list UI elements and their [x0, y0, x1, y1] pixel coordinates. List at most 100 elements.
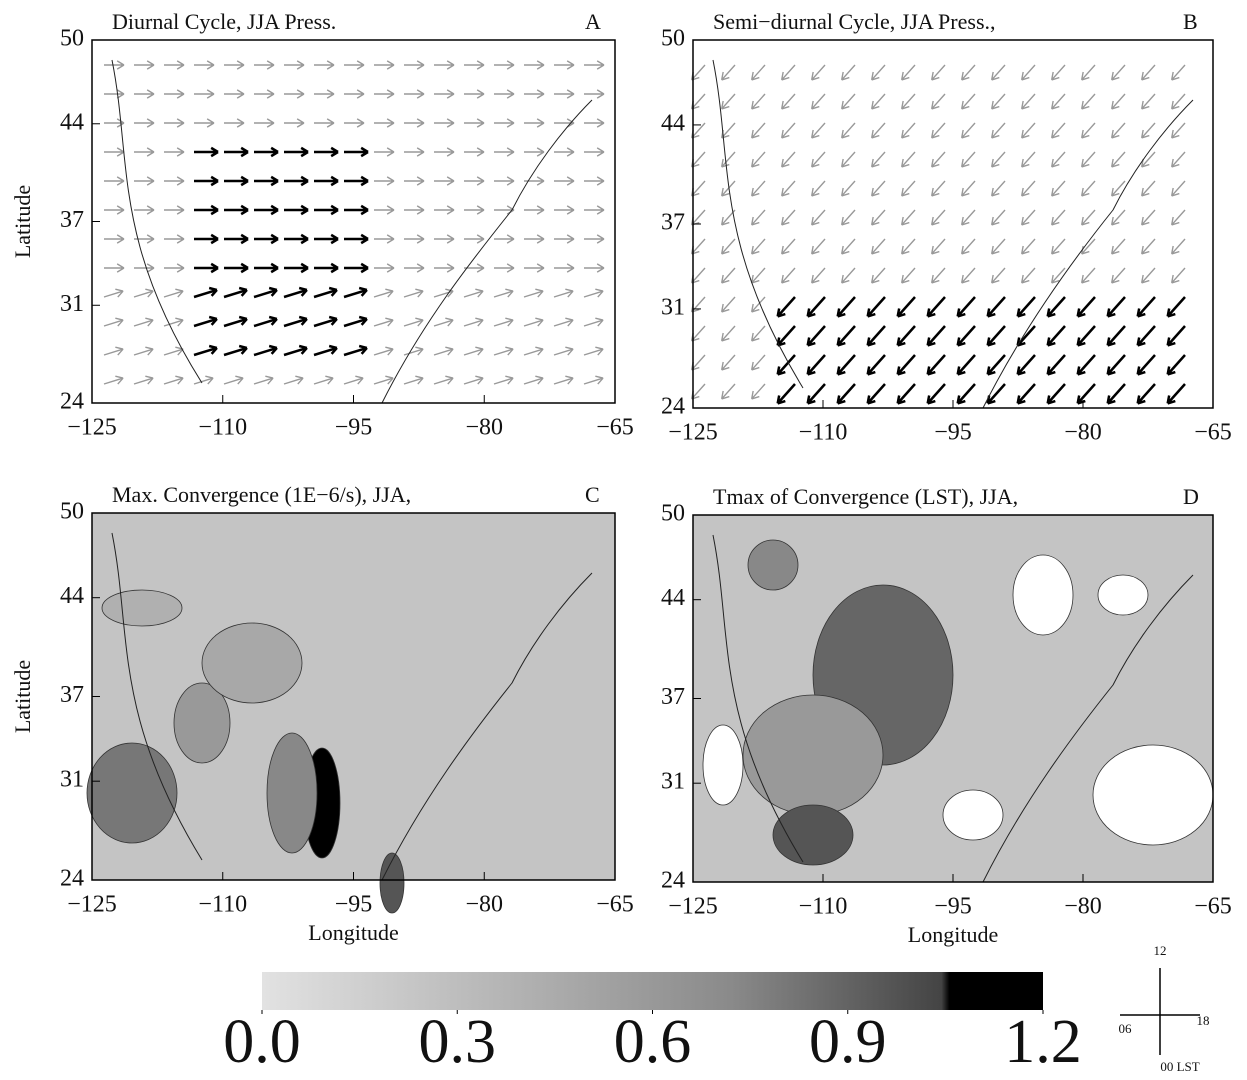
wind-arrow — [554, 234, 575, 244]
wind-arrow — [523, 375, 544, 385]
wind-arrow — [164, 263, 185, 273]
wind-arrow — [494, 176, 515, 186]
wind-arrow — [900, 122, 916, 139]
wind-arrow — [224, 146, 249, 158]
wind-arrow — [1106, 354, 1126, 376]
wind-arrow — [164, 147, 185, 157]
wind-arrow — [344, 118, 365, 128]
wind-arrow — [434, 118, 455, 128]
wind-arrow — [463, 375, 484, 385]
wind-arrow — [870, 267, 886, 284]
wind-arrow — [1020, 180, 1036, 197]
wind-arrow — [1050, 151, 1066, 168]
x-tick-label: −125 — [67, 415, 117, 441]
wind-arrow — [404, 263, 425, 273]
wind-arrow — [134, 147, 155, 157]
wind-arrow — [1080, 64, 1096, 81]
wind-arrow — [524, 89, 545, 99]
wind-arrow — [720, 122, 736, 139]
wind-arrow — [720, 151, 736, 168]
panel-title: Diurnal Cycle, JJA Press. — [112, 9, 336, 34]
wind-arrow — [314, 89, 335, 99]
wind-arrow — [986, 325, 1006, 347]
wind-arrow — [1050, 238, 1066, 255]
wind-arrow — [900, 93, 916, 110]
wind-arrow — [1136, 296, 1156, 318]
wind-arrow — [810, 209, 826, 226]
wind-arrow — [493, 346, 514, 356]
wind-arrow — [494, 234, 515, 244]
wind-arrow — [493, 288, 514, 298]
wind-arrow — [344, 89, 365, 99]
wind-arrow — [1136, 383, 1156, 405]
contour-region — [942, 789, 1004, 841]
wind-arrow — [896, 325, 916, 347]
wind-arrow — [194, 204, 219, 216]
wind-arrow — [900, 180, 916, 197]
y-tick-label: 24 — [661, 868, 685, 894]
wind-arrow — [780, 209, 796, 226]
contour-region — [702, 724, 744, 806]
wind-arrow — [433, 288, 454, 298]
wind-arrow — [493, 317, 514, 327]
wind-arrow — [1140, 209, 1156, 226]
wind-arrow — [134, 60, 155, 70]
contour-region — [266, 732, 318, 854]
wind-arrow — [720, 64, 736, 81]
wind-arrow — [866, 354, 886, 376]
wind-arrow — [254, 262, 279, 274]
wind-arrow — [1050, 64, 1066, 81]
wind-arrow — [224, 60, 245, 70]
wind-arrow — [284, 60, 305, 70]
wind-arrow — [1170, 122, 1186, 139]
wind-arrow — [193, 375, 214, 385]
wind-arrow — [986, 296, 1006, 318]
x-axis-label: Longitude — [308, 920, 398, 945]
wind-arrow — [1020, 209, 1036, 226]
wind-arrow — [1046, 296, 1066, 318]
wind-arrow — [1166, 354, 1186, 376]
x-tick-label: −110 — [198, 415, 247, 441]
direction-key — [1120, 968, 1200, 1055]
wind-arrow — [584, 205, 605, 215]
y-tick-label: 37 — [661, 684, 685, 710]
y-tick-label: 31 — [661, 769, 685, 795]
wind-arrow — [780, 151, 796, 168]
y-tick-label: 37 — [60, 682, 84, 708]
wind-arrow — [1076, 325, 1096, 347]
wind-arrow — [870, 64, 886, 81]
wind-arrow — [404, 205, 425, 215]
wind-arrow — [866, 383, 886, 405]
wind-arrow — [840, 122, 856, 139]
wind-arrow — [314, 204, 339, 216]
contour-region — [742, 694, 884, 816]
wind-arrow — [930, 93, 946, 110]
wind-arrow — [524, 147, 545, 157]
wind-arrow — [524, 118, 545, 128]
wind-arrow — [494, 89, 515, 99]
wind-arrow — [163, 317, 184, 327]
wind-arrow — [840, 93, 856, 110]
wind-arrow — [403, 346, 424, 356]
wind-arrow — [193, 315, 218, 328]
wind-arrow — [1020, 267, 1036, 284]
wind-arrow — [750, 325, 766, 342]
wind-arrow — [990, 180, 1006, 197]
wind-arrow — [750, 238, 766, 255]
wind-arrow — [284, 233, 309, 245]
wind-arrow — [1140, 93, 1156, 110]
wind-arrow — [956, 383, 976, 405]
wind-arrow — [463, 346, 484, 356]
wind-arrow — [374, 147, 395, 157]
y-tick-label: 44 — [60, 109, 84, 135]
wind-arrow — [524, 60, 545, 70]
wind-arrow — [840, 238, 856, 255]
wind-arrow — [810, 238, 826, 255]
wind-arrow — [810, 180, 826, 197]
wind-arrow — [1106, 383, 1126, 405]
wind-arrow — [374, 89, 395, 99]
wind-arrow — [836, 296, 856, 318]
y-tick-label: 44 — [661, 110, 685, 136]
wind-arrow — [926, 296, 946, 318]
